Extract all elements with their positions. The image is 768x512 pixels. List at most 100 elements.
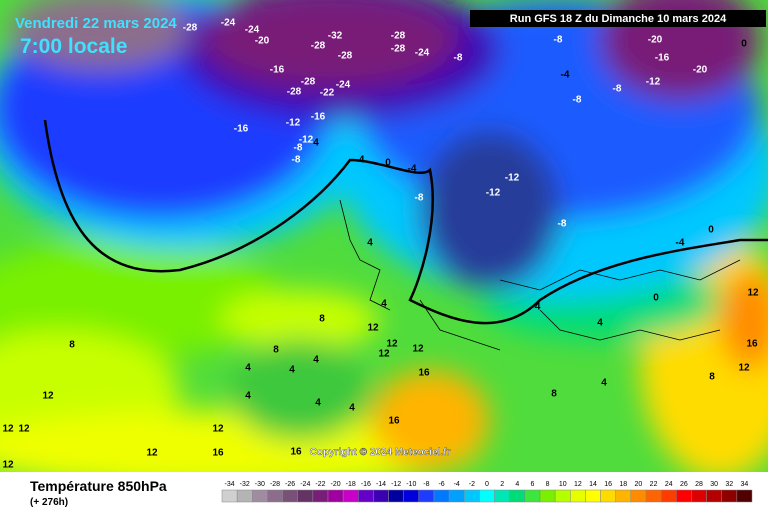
scale-label: 20: [635, 481, 643, 488]
scale-label: 16: [604, 481, 612, 488]
contour-label: 16: [418, 368, 430, 379]
scale-swatch: [388, 489, 404, 503]
contour-label: -28: [338, 51, 353, 62]
contour-label: -20: [648, 35, 663, 46]
scale-swatch: [721, 489, 738, 503]
scale-label: -30: [255, 481, 265, 488]
scale-swatch: [236, 489, 253, 503]
contour-label: -8: [554, 35, 563, 46]
contour-label: 4: [313, 355, 319, 366]
contour-label: -4: [408, 164, 417, 175]
scale-swatch: [267, 489, 283, 503]
scale-swatch: [464, 489, 480, 503]
contour-label: -4: [356, 155, 365, 166]
scale-label: 12: [574, 481, 582, 488]
scale-label: -24: [300, 481, 310, 488]
contour-label: 12: [386, 339, 398, 350]
contour-label: 16: [388, 416, 400, 427]
scale-label: 6: [530, 481, 534, 488]
scale-label: 18: [619, 481, 627, 488]
scale-label: -32: [240, 481, 250, 488]
scale-label: -10: [406, 481, 416, 488]
scale-label: -16: [361, 481, 371, 488]
scale-swatch: [297, 489, 314, 503]
contour-label: -24: [245, 25, 260, 36]
contour-label: 12: [412, 344, 424, 355]
scale-swatch: [615, 489, 632, 503]
contour-label: 0: [741, 39, 747, 50]
contour-label: 4: [245, 363, 251, 374]
contour-label: -8: [292, 155, 301, 166]
contour-label: -8: [573, 95, 582, 106]
contour-label: -24: [336, 80, 351, 91]
contour-label: -4: [532, 302, 541, 313]
contour-label: 12: [42, 391, 54, 402]
scale-swatch: [418, 489, 435, 503]
scale-label: 22: [650, 481, 658, 488]
contour-label: 8: [319, 314, 325, 325]
date: Vendredi 22 mars 2024: [15, 15, 177, 32]
contour-label: 16: [290, 447, 302, 458]
contour-label: 0: [653, 293, 659, 304]
scale-label: -28: [270, 481, 280, 488]
scale-swatch: [373, 489, 389, 503]
contour-label: -16: [270, 65, 285, 76]
scale-swatch: [554, 489, 571, 503]
contour-label: 4: [289, 365, 295, 376]
scale-swatch: [327, 489, 344, 503]
contour-label: -20: [693, 65, 708, 76]
scale-swatch: [282, 489, 298, 503]
scale-swatch: [676, 489, 692, 503]
scale-label: -6: [438, 481, 444, 488]
scale-label: 24: [665, 481, 673, 488]
scale-swatch: [342, 489, 359, 503]
scale-swatch: [524, 489, 541, 503]
contour-label: 4: [315, 398, 321, 409]
contour-label: 12: [747, 288, 759, 299]
contour-label: 4: [601, 378, 607, 389]
contour-label: -20: [255, 36, 270, 47]
scale-swatch: [736, 489, 753, 503]
scale-label: 30: [710, 481, 718, 488]
scale-swatch: [691, 489, 707, 503]
contour-label: -12: [646, 77, 661, 88]
contour-label: 0: [385, 158, 391, 169]
contour-label: -8: [454, 53, 463, 64]
contour-label: -12: [505, 173, 520, 184]
scale-label: 0: [485, 481, 489, 488]
contour-label: 4: [381, 299, 387, 310]
contour-label: 12: [2, 424, 14, 435]
contour-label: 12: [2, 460, 14, 471]
contour-label: -12: [299, 135, 314, 146]
scale-label: 34: [741, 481, 749, 488]
contour-label: 12: [18, 424, 30, 435]
contour-label: -28: [301, 77, 316, 88]
scale-label: 4: [515, 481, 519, 488]
contour-label: 12: [738, 363, 750, 374]
contour-label: 16: [746, 339, 758, 350]
contour-label: -24: [221, 18, 236, 29]
contour-label: -28: [183, 23, 198, 34]
contour-label: -12: [486, 188, 501, 199]
contour-label: 12: [367, 323, 379, 334]
contour-labels: -28 -24-24-20 -28-32-28-28-28 -24 -8-16-28 -2…: [2, 18, 759, 471]
contour-label: -8: [415, 193, 424, 204]
scale-label: 32: [725, 481, 733, 488]
run-info: Run GFS 18 Z du Dimanche 10 mars 2024: [510, 13, 727, 25]
contour-label: 12: [146, 448, 158, 459]
contour-label: -28: [391, 44, 406, 55]
contour-label: -28: [391, 31, 406, 42]
scale-swatch: [660, 489, 677, 503]
scale-label: -12: [391, 481, 401, 488]
scale-label: -8: [423, 481, 429, 488]
scale-label: -34: [225, 481, 235, 488]
scale-label: -2: [469, 481, 475, 488]
scale-swatch: [479, 489, 495, 503]
scale-swatch: [645, 489, 662, 503]
scale-label: -14: [376, 481, 386, 488]
contour-label: -12: [286, 118, 301, 129]
scale-label: 26: [680, 481, 688, 488]
scale-label: -20: [331, 481, 341, 488]
footer-title: Température 850hPa: [30, 478, 167, 494]
scale-label: 2: [500, 481, 504, 488]
